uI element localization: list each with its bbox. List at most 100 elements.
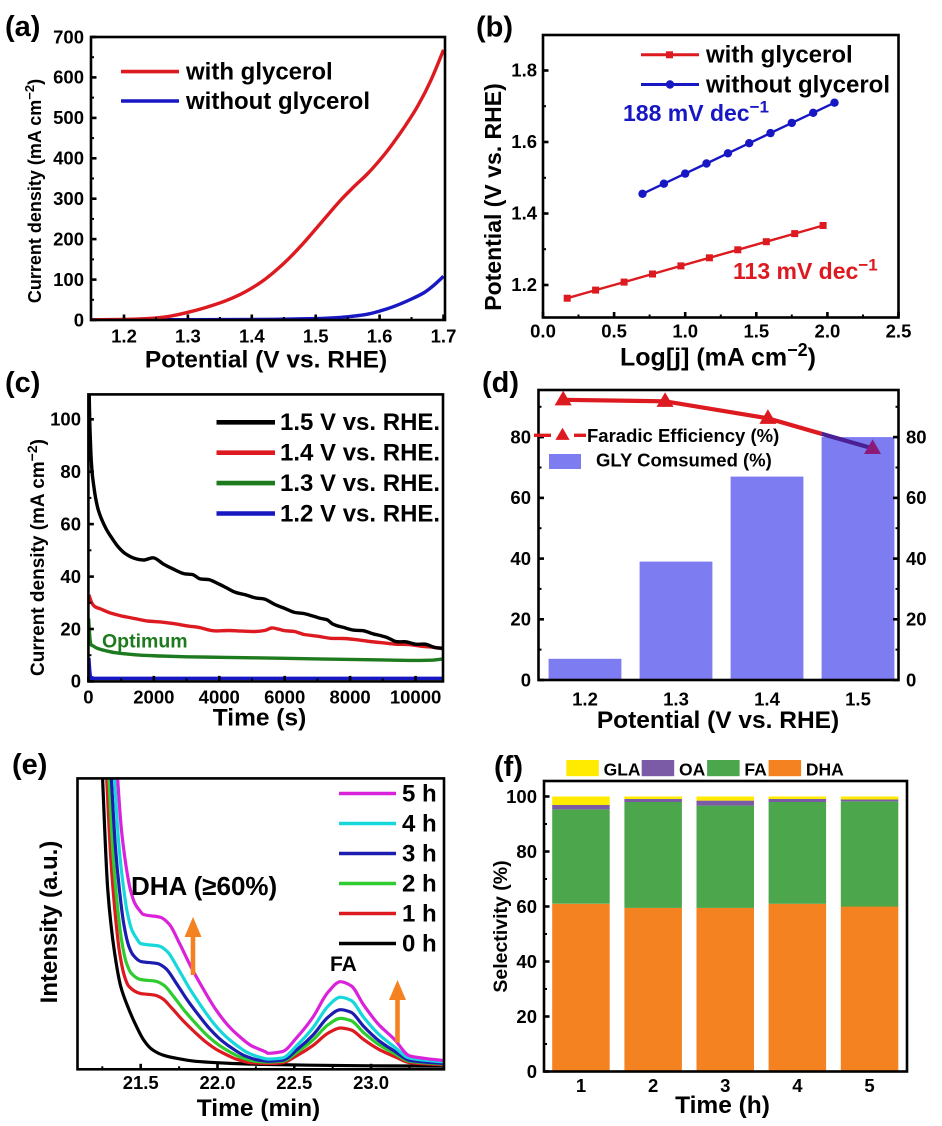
svg-text:(f): (f) [494,751,523,783]
svg-text:0.0: 0.0 [530,321,556,342]
svg-text:GLA: GLA [604,760,641,780]
svg-text:1.6: 1.6 [367,326,393,347]
svg-text:4000: 4000 [199,687,240,708]
svg-text:0: 0 [527,1061,537,1082]
svg-text:20: 20 [906,609,927,630]
svg-text:22.5: 22.5 [276,1072,312,1093]
svg-text:0: 0 [521,669,531,690]
svg-text:1.5: 1.5 [303,326,329,347]
svg-text:3: 3 [720,1075,730,1096]
svg-text:60: 60 [906,487,927,508]
svg-text:1: 1 [576,1075,586,1096]
svg-text:Current density (mA cm−2): Current density (mA cm−2) [22,79,45,303]
svg-text:1 h: 1 h [402,900,437,927]
svg-text:80: 80 [906,426,927,447]
svg-text:100: 100 [506,786,537,807]
svg-text:1.4: 1.4 [239,326,265,347]
svg-text:1.3: 1.3 [175,326,201,347]
svg-text:1.2: 1.2 [511,274,537,295]
svg-text:600: 600 [53,67,84,88]
svg-text:1.7: 1.7 [431,326,457,347]
svg-text:1.4 V vs. RHE.: 1.4 V vs. RHE. [280,440,440,467]
svg-text:1.4: 1.4 [511,203,537,224]
svg-text:21.5: 21.5 [123,1072,159,1093]
svg-text:Log[j] (mA cm−2): Log[j] (mA cm−2) [620,340,816,372]
svg-text:without glycerol: without glycerol [185,88,370,115]
svg-text:(e): (e) [12,749,47,781]
svg-text:40: 40 [516,951,537,972]
svg-text:1.6: 1.6 [511,131,537,152]
svg-text:4 h: 4 h [402,810,437,837]
svg-text:DHA (≥60%): DHA (≥60%) [131,871,277,901]
svg-text:2: 2 [648,1075,658,1096]
svg-text:1.0: 1.0 [672,321,698,342]
svg-text:1.8: 1.8 [511,60,537,81]
svg-text:with glycerol: with glycerol [185,58,333,85]
svg-text:20: 20 [510,609,531,630]
svg-text:0: 0 [74,309,84,330]
svg-text:without glycerol: without glycerol [705,71,890,98]
svg-text:FA: FA [744,760,767,780]
svg-text:4: 4 [792,1075,803,1096]
svg-text:Potential (V vs. RHE): Potential (V vs. RHE) [480,83,506,310]
svg-text:1.3 V vs. RHE.: 1.3 V vs. RHE. [280,470,440,497]
svg-text:5 h: 5 h [402,780,437,807]
svg-text:60: 60 [516,896,537,917]
svg-text:1.2: 1.2 [111,326,137,347]
svg-text:2000: 2000 [133,687,174,708]
svg-text:80: 80 [510,426,531,447]
svg-text:2.5: 2.5 [886,321,912,342]
svg-text:Time (min): Time (min) [197,1095,320,1122]
svg-text:2.0: 2.0 [815,321,841,342]
svg-text:Intensity (a.u.): Intensity (a.u.) [36,841,63,1004]
svg-text:1.4: 1.4 [754,689,780,710]
svg-text:300: 300 [53,188,84,209]
svg-text:6000: 6000 [264,687,305,708]
svg-text:1.5: 1.5 [845,689,871,710]
svg-text:23.0: 23.0 [353,1072,389,1093]
svg-text:Selectivity (%): Selectivity (%) [490,860,512,992]
svg-text:GLY Comsumed (%): GLY Comsumed (%) [596,450,772,471]
svg-text:1.3: 1.3 [663,689,689,710]
svg-text:0: 0 [83,687,93,708]
svg-text:113 mV dec−1: 113 mV dec−1 [733,255,878,284]
svg-text:5: 5 [864,1075,874,1096]
svg-text:500: 500 [53,107,84,128]
svg-text:(d): (d) [482,367,519,399]
svg-text:FA: FA [330,953,357,976]
svg-text:Time (s): Time (s) [213,705,307,732]
svg-text:400: 400 [53,148,84,169]
svg-text:3 h: 3 h [402,840,437,867]
svg-text:100: 100 [53,269,84,290]
svg-text:80: 80 [516,841,537,862]
svg-text:10000: 10000 [390,687,441,708]
svg-text:200: 200 [53,228,84,249]
svg-text:20: 20 [60,618,81,639]
svg-text:8000: 8000 [330,687,371,708]
svg-text:1.5: 1.5 [743,321,769,342]
svg-text:1.2 V vs. RHE.: 1.2 V vs. RHE. [280,500,440,527]
svg-text:2 h: 2 h [402,870,437,897]
svg-text:188 mV dec−1: 188 mV dec−1 [623,97,769,126]
svg-text:(c): (c) [5,367,40,399]
svg-text:OA: OA [679,760,706,780]
svg-text:1.2: 1.2 [572,689,598,710]
svg-text:Time (h): Time (h) [675,1092,770,1119]
svg-text:20: 20 [516,1006,537,1027]
svg-text:(b): (b) [476,12,513,44]
svg-text:60: 60 [510,487,531,508]
svg-text:0 h: 0 h [402,930,437,957]
svg-text:0.5: 0.5 [601,321,627,342]
svg-text:40: 40 [906,548,927,569]
svg-text:700: 700 [53,26,84,47]
svg-text:Faradic Efficiency (%): Faradic Efficiency (%) [587,425,779,446]
svg-text:DHA: DHA [806,760,844,780]
svg-text:Potential (V vs. RHE): Potential (V vs. RHE) [145,347,387,374]
svg-text:60: 60 [60,513,81,534]
svg-text:Current density (mA cm−2): Current density (mA cm−2) [24,439,49,676]
svg-text:1.5 V vs. RHE.: 1.5 V vs. RHE. [280,409,440,436]
svg-text:0: 0 [906,669,916,690]
svg-text:0: 0 [71,671,81,692]
svg-text:Optimum: Optimum [102,631,188,653]
svg-text:100: 100 [50,409,81,430]
